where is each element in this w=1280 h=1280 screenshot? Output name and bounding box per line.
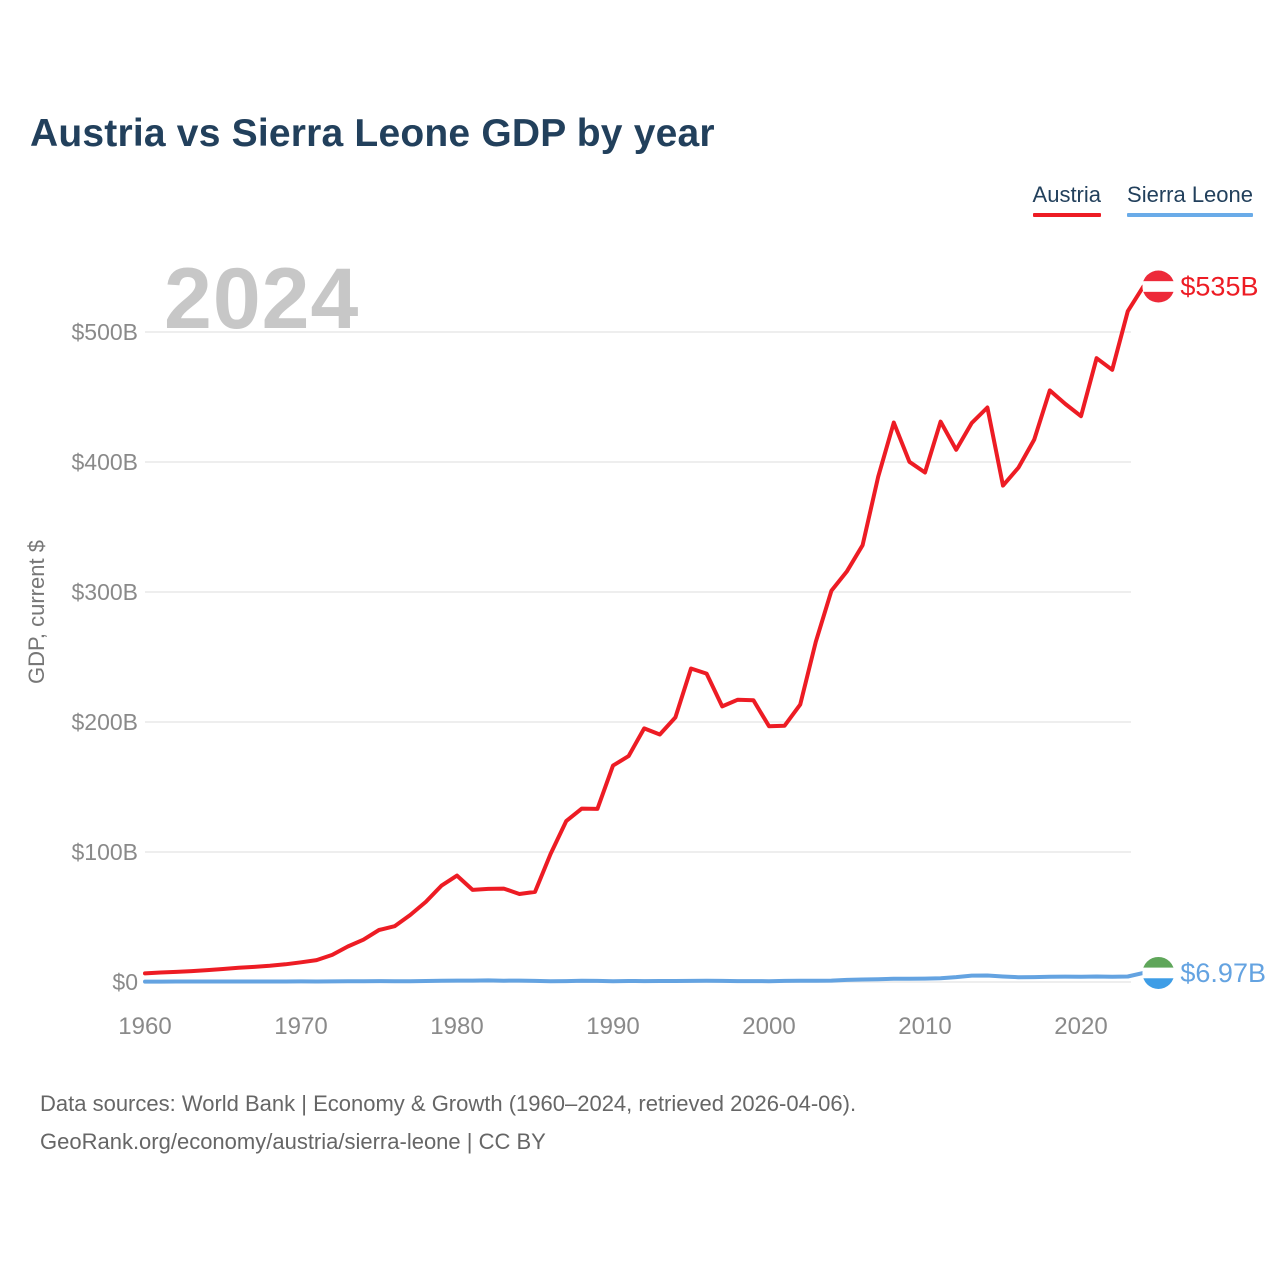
austria-flag-icon — [1142, 270, 1175, 303]
x-tick-label-1970: 1970 — [274, 1013, 327, 1040]
x-tick-label-2000: 2000 — [742, 1013, 795, 1040]
gdp-line-chart: $0 $100B $200B $300B $400B $500B 1960 1970 1980 1… — [24, 270, 1266, 1040]
austria-flag-stripe — [1142, 270, 1175, 282]
sierra-leone-line — [143, 970, 1146, 984]
austria-line — [143, 284, 1146, 976]
data-sources-line1: Data sources: World Bank | Economy & Gro… — [40, 1091, 857, 1116]
y-tick-label-300: $300B — [71, 579, 138, 605]
legend: Austria Sierra Leone — [1032, 182, 1253, 217]
page-title: Austria vs Sierra Leone GDP by year — [30, 112, 715, 155]
y-tick-label-400: $400B — [71, 449, 138, 475]
sierra-leone-flag-stripe — [1142, 967, 1175, 979]
sierra-leone-end-value-label: $6.97B — [1180, 958, 1266, 988]
data-sources-note: Data sources: World Bank | Economy & Gro… — [40, 1085, 856, 1161]
austria-flag-stripe — [1142, 291, 1175, 303]
austria-end-value-label: $535B — [1180, 272, 1258, 302]
x-tick-label-2020: 2020 — [1054, 1013, 1107, 1040]
legend-underline-sierra-leone — [1127, 213, 1253, 217]
x-tick-label-1960: 1960 — [118, 1013, 171, 1040]
austria-flag-stripe — [1142, 281, 1175, 293]
legend-item-austria[interactable]: Austria — [1032, 182, 1102, 217]
y-tick-label-500: $500B — [71, 319, 138, 345]
legend-underline-austria — [1032, 213, 1102, 217]
y-tick-label-100: $100B — [71, 839, 138, 865]
sierra-leone-flag-icon — [1142, 956, 1175, 989]
y-axis-title: GDP, current $ — [24, 540, 49, 684]
y-tick-label-200: $200B — [71, 709, 138, 735]
data-sources-line2: GeoRank.org/economy/austria/sierra-leone… — [40, 1129, 546, 1154]
x-tick-label-1980: 1980 — [430, 1013, 483, 1040]
legend-item-sierra-leone[interactable]: Sierra Leone — [1127, 182, 1253, 217]
legend-label-sierra-leone: Sierra Leone — [1127, 182, 1253, 207]
sierra-leone-flag-stripe — [1142, 978, 1175, 989]
sierra-leone-flag-stripe — [1142, 956, 1175, 969]
x-tick-label-2010: 2010 — [898, 1013, 951, 1040]
y-tick-label-0: $0 — [112, 969, 138, 995]
legend-label-austria: Austria — [1032, 182, 1102, 207]
x-tick-label-1990: 1990 — [586, 1013, 639, 1040]
